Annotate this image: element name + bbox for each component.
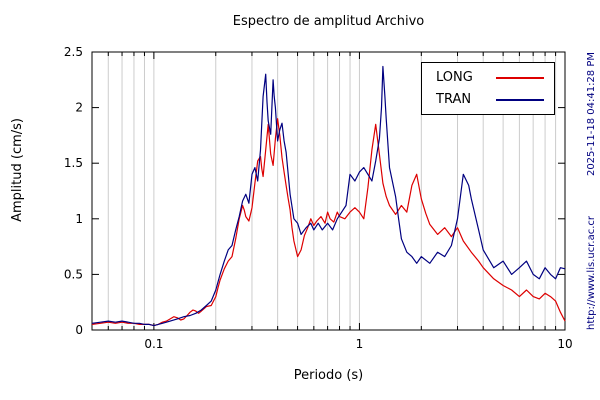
legend: LONG TRAN: [421, 62, 555, 115]
y-tick-label: 0: [75, 323, 83, 337]
series-line-long: [91, 118, 566, 327]
y-tick-label: 1: [75, 212, 83, 226]
chart-title: Espectro de amplitud Archivo: [232, 14, 425, 29]
legend-item-long: LONG: [432, 70, 544, 85]
legend-line-tran: [496, 98, 544, 101]
x-axis-label: Periodo (s): [293, 368, 364, 383]
y-tick-label: 0.5: [64, 267, 83, 281]
axis-box: [91, 51, 566, 331]
y-tick-label: 2.5: [64, 45, 83, 59]
legend-item-tran: TRAN: [432, 92, 544, 107]
x-tick-label: 0.1: [144, 337, 163, 351]
series-line-tran: [91, 65, 566, 327]
legend-label-long: LONG: [436, 70, 473, 85]
legend-label-tran: TRAN: [436, 92, 472, 107]
legend-line-long: [496, 76, 544, 79]
y-tick-label: 2: [75, 101, 83, 115]
x-tick-label: 1: [356, 337, 364, 351]
x-tick-label: 10: [557, 337, 572, 351]
y-tick-label: 1.5: [64, 156, 83, 170]
